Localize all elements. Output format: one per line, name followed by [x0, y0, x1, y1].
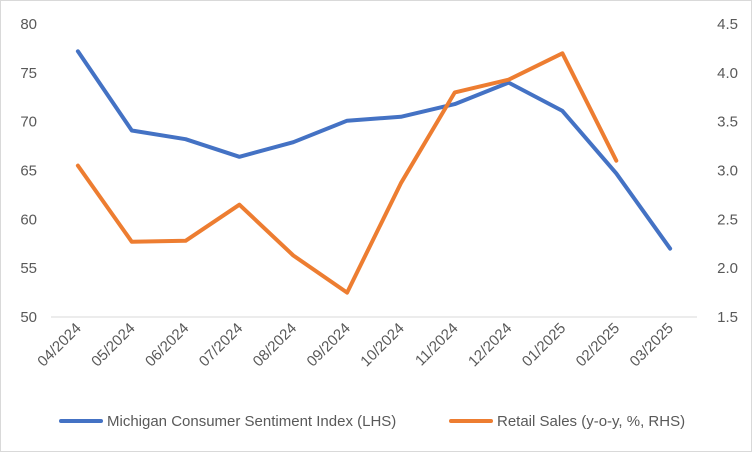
left-tick-label: 55: [20, 260, 37, 277]
x-tick-label: 12/2024: [465, 320, 515, 370]
legend-label: Retail Sales (y-o-y, %, RHS): [497, 413, 685, 430]
x-tick-label: 11/2024: [412, 320, 462, 370]
left-tick-label: 50: [20, 309, 37, 326]
right-tick-label: 4.0: [717, 65, 738, 82]
legend-label: Michigan Consumer Sentiment Index (LHS): [107, 413, 396, 430]
left-axis-ticks: 50 55 60 65 70 75 80: [20, 16, 37, 326]
series-line-retail-sales: [75, 51, 619, 295]
left-tick-label: 65: [20, 163, 37, 180]
x-tick-label: 03/2025: [627, 320, 677, 370]
x-tick-label: 04/2024: [34, 320, 84, 370]
x-tick-label: 09/2024: [304, 320, 354, 370]
x-tick-label: 10/2024: [357, 320, 407, 370]
left-tick-label: 80: [20, 16, 37, 33]
left-tick-label: 75: [20, 65, 37, 82]
x-tick-label: 06/2024: [142, 320, 192, 370]
right-tick-label: 2.0: [717, 260, 738, 277]
right-tick-label: 3.0: [717, 163, 738, 180]
x-tick-label: 05/2024: [88, 320, 138, 370]
right-tick-label: 4.5: [717, 16, 738, 33]
legend: Michigan Consumer Sentiment Index (LHS) R…: [59, 413, 685, 430]
right-tick-label: 3.5: [717, 114, 738, 131]
x-tick-label: 02/2025: [573, 320, 623, 370]
left-tick-label: 70: [20, 114, 37, 131]
x-tick-label: 08/2024: [250, 320, 300, 370]
series-lines: [75, 49, 673, 295]
x-tick-label: 01/2025: [519, 320, 569, 370]
right-tick-label: 1.5: [717, 309, 738, 326]
x-tick-label: 07/2024: [196, 320, 246, 370]
right-axis-ticks: 1.5 2.0 2.5 3.0 3.5 4.0 4.5: [717, 16, 738, 326]
x-axis-ticks: 04/2024 05/2024 06/2024 07/2024 08/2024 09/20…: [34, 320, 677, 370]
left-tick-label: 60: [20, 211, 37, 228]
series-line-sentiment: [75, 49, 673, 251]
right-tick-label: 2.5: [717, 211, 738, 228]
